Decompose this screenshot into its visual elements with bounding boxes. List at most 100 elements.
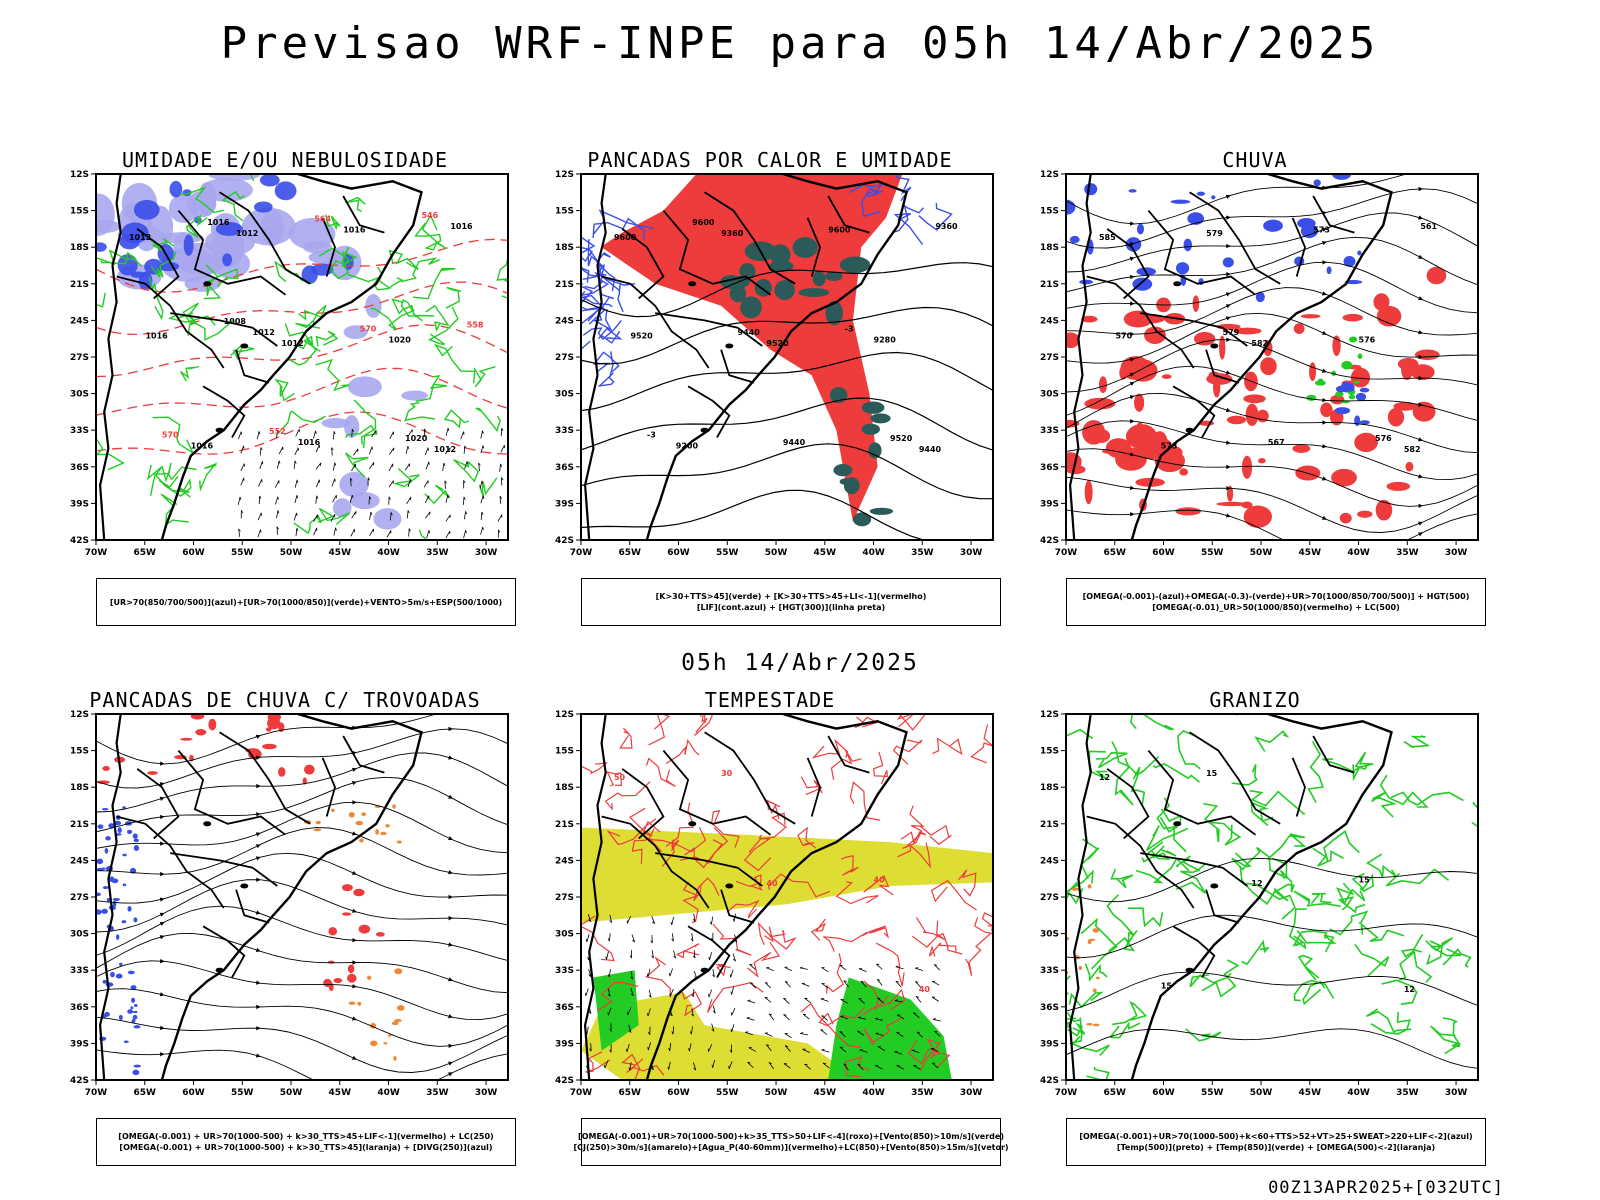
lat-tick-label: 27S xyxy=(555,893,574,903)
contour-label: 40 xyxy=(874,875,886,884)
contour-label: 546 xyxy=(421,211,438,220)
lat-tick-label: 15S xyxy=(70,207,89,217)
lat-tick-label: 21S xyxy=(1040,280,1059,290)
panel-tempestade: TEMPESTADE 50 40 40 30 40 12S 15S 18S 21S 24S 27S 30… xyxy=(535,688,1009,1178)
lat-tick-label: 36S xyxy=(70,463,89,473)
lat-tick-label: 42S xyxy=(70,536,89,546)
lon-tick-label: 65W xyxy=(1104,548,1127,558)
lat-tick-label: 42S xyxy=(555,1076,574,1086)
lat-tick-label: 18S xyxy=(555,243,574,253)
contour-label: 585 xyxy=(1099,233,1116,242)
lon-tick-label: 40W xyxy=(1347,548,1370,558)
contour-label: 582 xyxy=(1251,339,1268,348)
contour-label: 12 xyxy=(1099,773,1110,782)
lat-tick-label: 21S xyxy=(1040,820,1059,830)
contour-label: 9440 xyxy=(919,445,942,454)
lat-tick-label: 15S xyxy=(70,747,89,757)
lon-tick-label: 55W xyxy=(716,1088,739,1098)
lon-tick-label: 70W xyxy=(85,548,108,558)
lat-tick-label: 24S xyxy=(555,316,574,326)
lon-tick-label: 60W xyxy=(1152,1088,1175,1098)
panel-title: UMIDADE E/OU NEBULOSIDADE xyxy=(121,148,449,172)
contour-label: 12 xyxy=(1251,879,1262,888)
lat-tick-label: 33S xyxy=(1040,966,1059,976)
lon-tick-label: 65W xyxy=(1104,1088,1127,1098)
lon-tick-label: 50W xyxy=(765,548,788,558)
lat-tick-label: 21S xyxy=(555,280,574,290)
lon-tick-label: 40W xyxy=(1347,1088,1370,1098)
lat-tick-label: 36S xyxy=(555,463,574,473)
lon-tick-label: 55W xyxy=(1201,1088,1224,1098)
lat-tick-label: 21S xyxy=(70,820,89,830)
contour-label: 15 xyxy=(1206,769,1218,778)
lon-tick-label: 60W xyxy=(1152,548,1175,558)
contour-label: 1012 xyxy=(236,229,258,238)
lon-tick-label: 70W xyxy=(85,1088,108,1098)
lon-tick-label: 55W xyxy=(231,1088,254,1098)
lat-tick-label: 27S xyxy=(1040,353,1059,363)
contour-label: 576 xyxy=(1359,335,1376,344)
contour-label: 9520 xyxy=(630,332,653,341)
lat-tick-label: 39S xyxy=(555,499,574,509)
lat-tick-label: 21S xyxy=(70,280,89,290)
lat-tick-label: 12S xyxy=(70,170,89,180)
contour-label: 9360 xyxy=(721,229,744,238)
lon-tick-label: 50W xyxy=(1250,548,1273,558)
contour-label: -3 xyxy=(845,324,854,333)
lon-tick-label: 50W xyxy=(280,548,303,558)
lat-tick-label: 27S xyxy=(70,353,89,363)
legend-box: [UR>70(850/700/500)](azul)+[UR>70(1000/8… xyxy=(96,578,516,626)
lon-tick-label: 35W xyxy=(911,548,934,558)
lat-tick-label: 36S xyxy=(70,1003,89,1013)
lat-tick-label: 39S xyxy=(70,499,89,509)
lat-tick-label: 12S xyxy=(1040,710,1059,720)
contour-label: 40 xyxy=(766,879,778,888)
contour-label: -3 xyxy=(647,431,656,440)
lat-tick-label: 15S xyxy=(1040,747,1059,757)
lon-tick-label: 65W xyxy=(619,1088,642,1098)
contour-label: 40 xyxy=(919,985,931,994)
legend-line: [OMEGA(-0.001) + UR>70(1000-500) + k>30_… xyxy=(119,1143,493,1152)
contour-label: 9280 xyxy=(874,335,897,344)
lon-tick-label: 70W xyxy=(1055,1088,1078,1098)
lon-tick-label: 60W xyxy=(667,1088,690,1098)
lat-tick-label: 33S xyxy=(555,426,574,436)
lat-tick-label: 30S xyxy=(555,390,574,400)
forecast-map: 50 40 40 30 40 12S 15S 18S 21S 24S 27S 30S 33S 36S 39S… xyxy=(555,710,994,1098)
panel-chuva: CHUVA 585 582 582 579 576 573 573 570 567 561 579 57… xyxy=(1020,148,1490,638)
contour-label: 570 xyxy=(162,431,179,440)
lat-tick-label: 27S xyxy=(555,353,574,363)
contour-label: 15 xyxy=(1359,875,1371,884)
lat-tick-label: 12S xyxy=(555,170,574,180)
contour-label: 1016 xyxy=(145,332,168,341)
lat-tick-label: 24S xyxy=(70,856,89,866)
lat-tick-label: 33S xyxy=(70,426,89,436)
lon-tick-label: 35W xyxy=(426,1088,449,1098)
lon-tick-label: 40W xyxy=(377,1088,400,1098)
lon-tick-label: 55W xyxy=(1201,548,1224,558)
contour-label: 570 xyxy=(1115,332,1132,341)
legend-line: [Temp(500)](preto) + [Temp(850)](verde) … xyxy=(1116,1143,1436,1152)
lon-tick-label: 50W xyxy=(1250,1088,1273,1098)
legend-box: [OMEGA(-0.001) + UR>70(1000-500) + k>30_… xyxy=(96,1118,516,1166)
lat-tick-label: 18S xyxy=(70,243,89,253)
lat-tick-label: 33S xyxy=(70,966,89,976)
lat-tick-label: 24S xyxy=(555,856,574,866)
contour-label: 1016 xyxy=(343,226,366,235)
lat-tick-label: 24S xyxy=(1040,856,1059,866)
contour-label: 9600 xyxy=(692,218,715,227)
lon-tick-label: 35W xyxy=(1396,1088,1419,1098)
legend-line: [CJ(250)>30m/s](amarelo)+[Agua_P(40-60mm… xyxy=(573,1143,1009,1152)
forecast-map: 12 12 12 15 15 15 12S 15S 18S 21S 24S 27S 30S 33S 36S 3… xyxy=(1040,710,1479,1098)
panel-title: PANCADAS DE CHUVA C/ TROVOADAS xyxy=(89,688,481,712)
panel-umidade: UMIDADE E/OU NEBULOSIDADE 1012 1012 1012 101… xyxy=(50,148,520,638)
lat-tick-label: 39S xyxy=(70,1039,89,1049)
lat-tick-label: 36S xyxy=(1040,1003,1059,1013)
contour-label: 573 xyxy=(1161,442,1178,451)
lon-tick-label: 50W xyxy=(765,1088,788,1098)
lon-tick-label: 30W xyxy=(475,548,498,558)
lon-tick-label: 65W xyxy=(619,548,642,558)
contour-label: 1012 xyxy=(434,445,456,454)
lat-tick-label: 33S xyxy=(1040,426,1059,436)
lon-tick-label: 30W xyxy=(960,548,983,558)
